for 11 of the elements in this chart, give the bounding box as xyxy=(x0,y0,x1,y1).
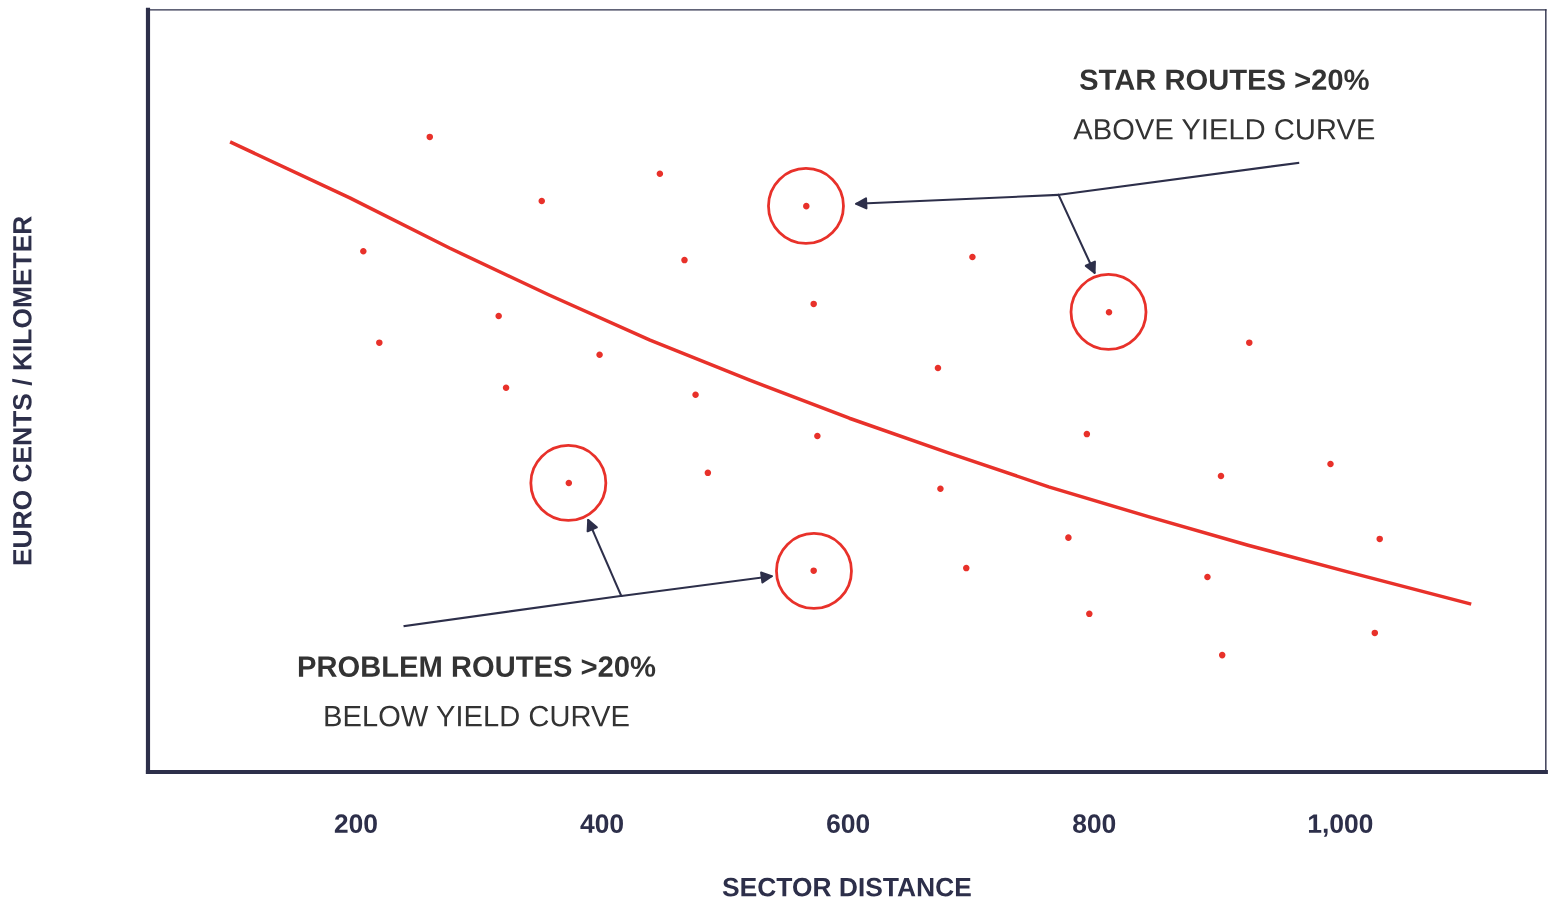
annotation: BELOW YIELD CURVE xyxy=(325,705,629,727)
annotation: ABOVE YIELD CURVE xyxy=(1073,119,1375,140)
text: STAR ROUTES >20% xyxy=(1079,69,1369,91)
y-axis-title: EURO CENTS / KILOMETER xyxy=(12,216,32,565)
x-tick-label: 200 xyxy=(334,814,377,834)
x-axis-title: SECTOR DISTANCE xyxy=(722,877,971,897)
x-tick-label: 1,000 xyxy=(1308,814,1373,837)
x-tick-label: 800 xyxy=(1073,814,1116,834)
x-tick-label: 600 xyxy=(827,814,870,834)
annotation: PROBLEM ROUTES >20% xyxy=(298,656,656,677)
x-tick-label: 400 xyxy=(580,814,623,834)
